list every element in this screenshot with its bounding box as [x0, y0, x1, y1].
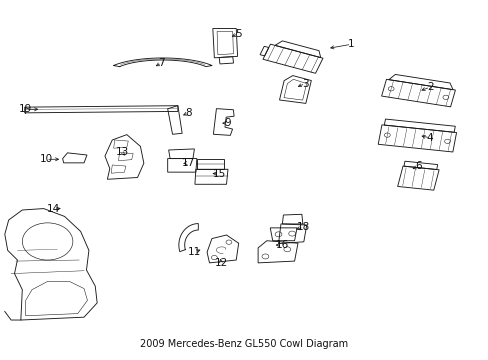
Text: 9: 9 — [224, 118, 230, 128]
Text: 13: 13 — [115, 147, 128, 157]
Text: 18: 18 — [297, 222, 310, 232]
Text: 15: 15 — [212, 168, 225, 179]
Text: 12: 12 — [214, 258, 227, 268]
Text: 4: 4 — [426, 133, 433, 143]
Text: 5: 5 — [235, 28, 242, 39]
Text: 10: 10 — [40, 154, 53, 164]
Text: 16: 16 — [275, 240, 288, 250]
Text: 1: 1 — [347, 39, 354, 49]
Text: 2009 Mercedes-Benz GL550 Cowl Diagram: 2009 Mercedes-Benz GL550 Cowl Diagram — [140, 339, 348, 348]
Text: 14: 14 — [47, 204, 61, 214]
Text: 19: 19 — [19, 104, 32, 114]
Text: 3: 3 — [302, 78, 308, 89]
Text: 11: 11 — [188, 247, 201, 257]
Text: 7: 7 — [158, 58, 165, 68]
Text: 6: 6 — [414, 161, 421, 171]
Text: 2: 2 — [426, 82, 433, 92]
Text: 17: 17 — [182, 158, 195, 168]
Text: 8: 8 — [185, 108, 191, 118]
